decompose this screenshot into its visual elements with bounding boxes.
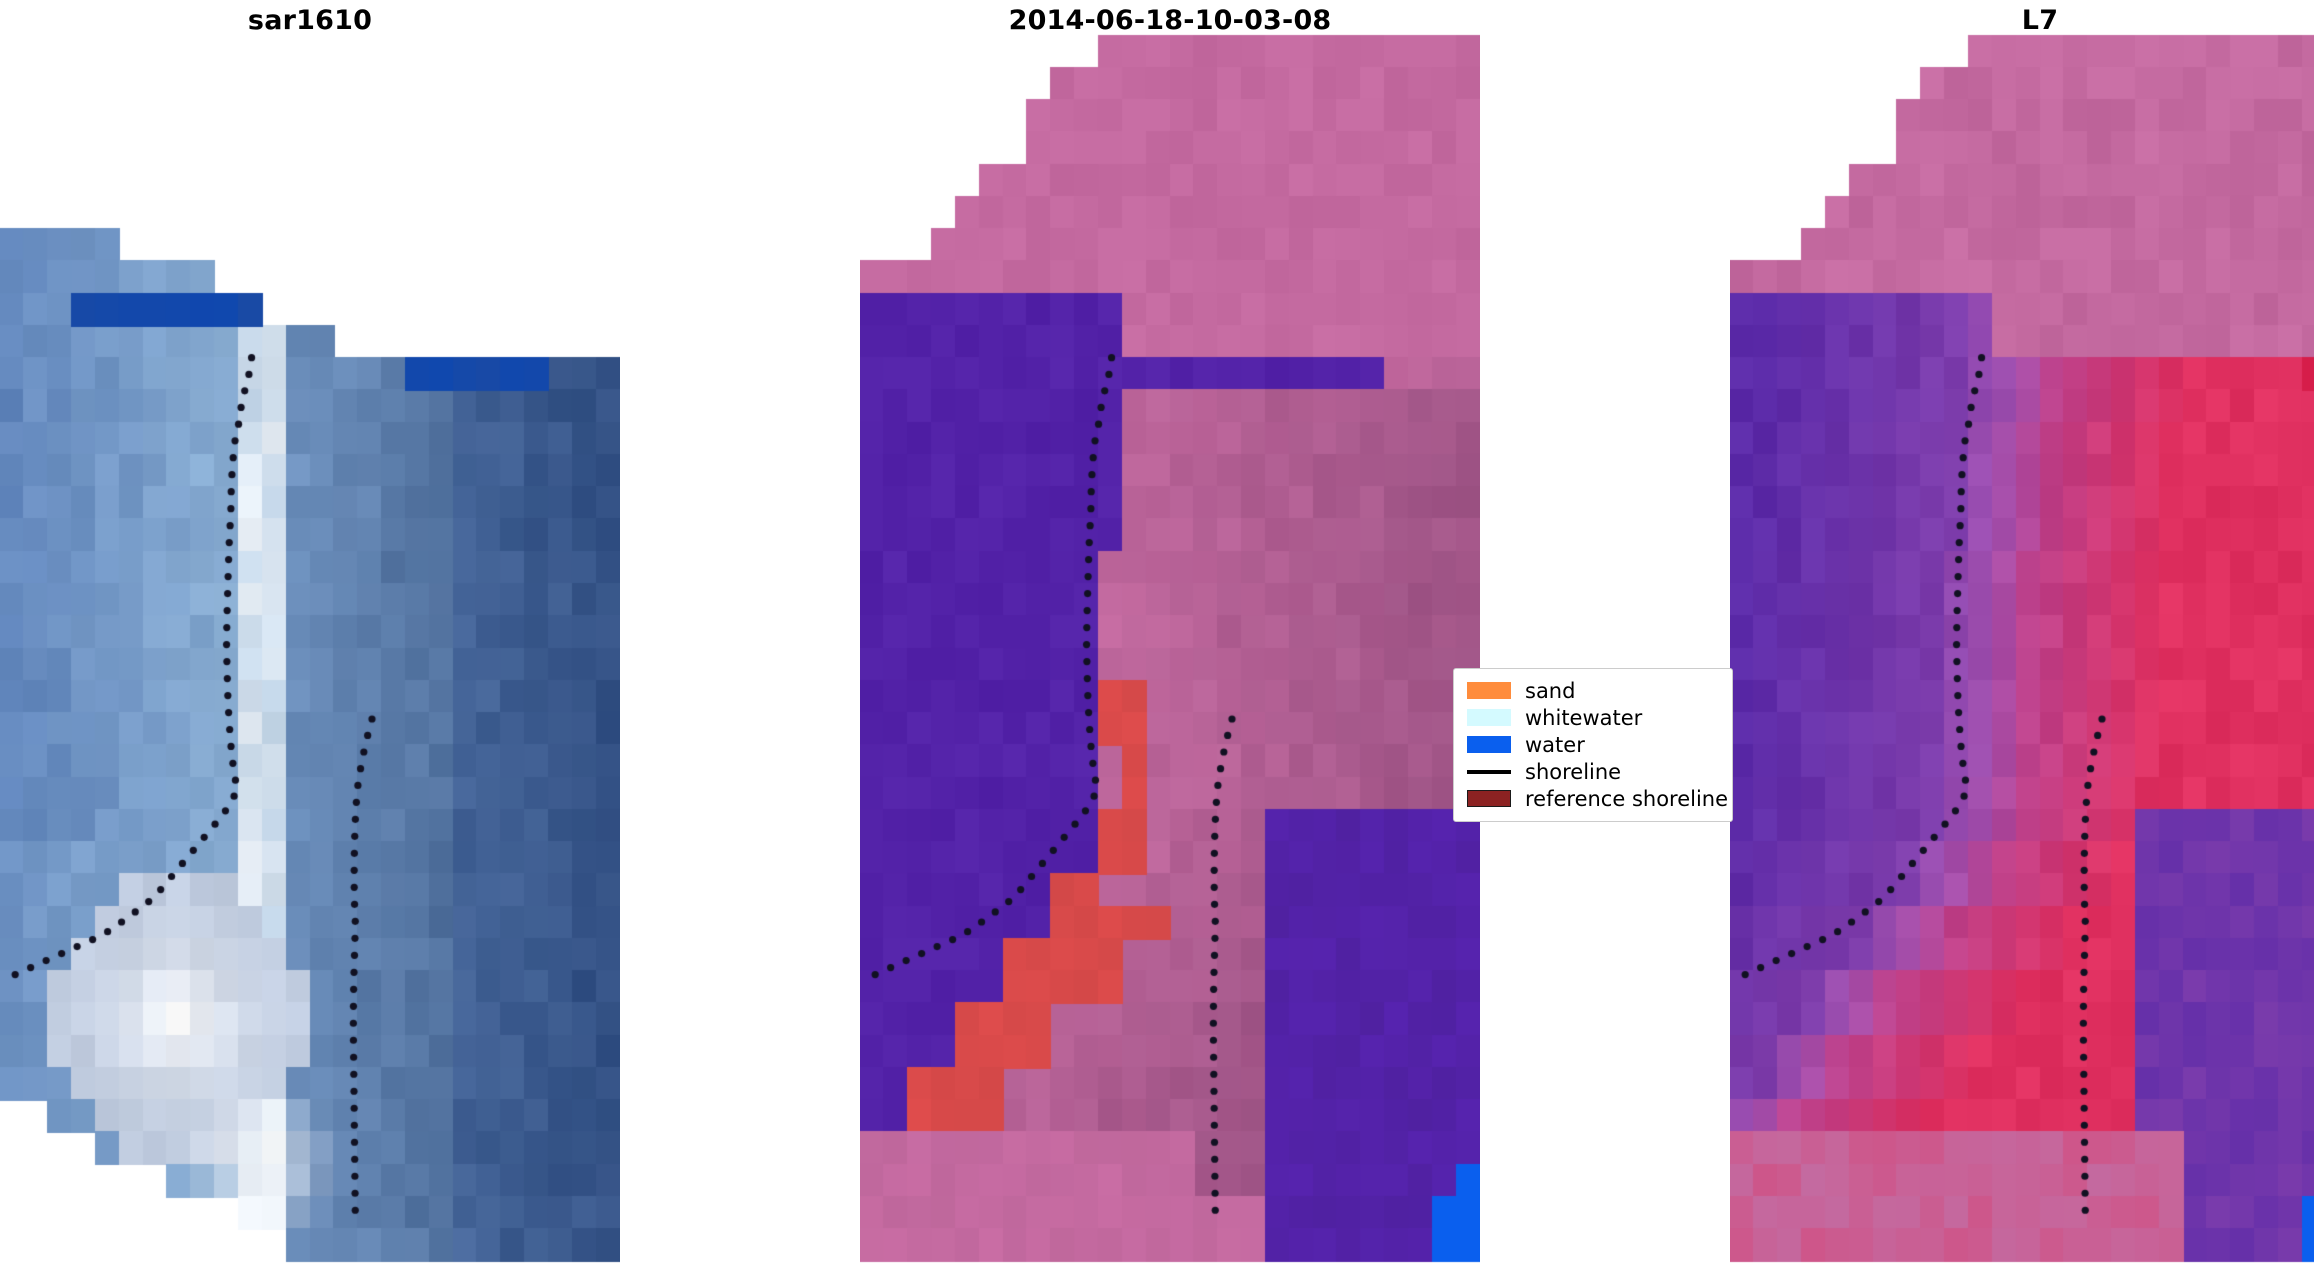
legend-item-reference-shoreline: reference shoreline b — [1454, 785, 1732, 812]
legend-item-sand: sand — [1454, 677, 1732, 704]
legend-swatch-whitewater-icon — [1467, 709, 1511, 726]
image-canvas-sar1610 — [0, 0, 620, 1283]
legend-label-sand: sand — [1525, 678, 1576, 703]
legend-swatch-reference-shoreline-icon — [1467, 790, 1511, 807]
image-canvas-l7 — [1730, 0, 2314, 1283]
legend-label-shoreline: shoreline — [1525, 759, 1622, 784]
panel-l7: L7 — [1730, 0, 2314, 1283]
legend-item-water: water — [1454, 731, 1732, 758]
legend-label-water: water — [1525, 732, 1585, 757]
legend-label-reference-shoreline: reference shoreline b — [1525, 786, 1733, 811]
legend-swatch-water-icon — [1467, 736, 1511, 753]
image-canvas-classification — [860, 0, 1480, 1283]
legend-label-whitewater: whitewater — [1525, 705, 1643, 730]
legend-swatch-sand-icon — [1467, 682, 1511, 699]
legend-line-shoreline-icon — [1467, 769, 1511, 774]
panel-classification: 2014-06-18-10-03-08 — [860, 0, 1480, 1283]
legend-item-whitewater: whitewater — [1454, 704, 1732, 731]
legend-item-shoreline: shoreline — [1454, 758, 1732, 785]
legend: sand whitewater water shoreline referenc… — [1453, 668, 1733, 822]
panel-sar1610: sar1610 — [0, 0, 620, 1283]
